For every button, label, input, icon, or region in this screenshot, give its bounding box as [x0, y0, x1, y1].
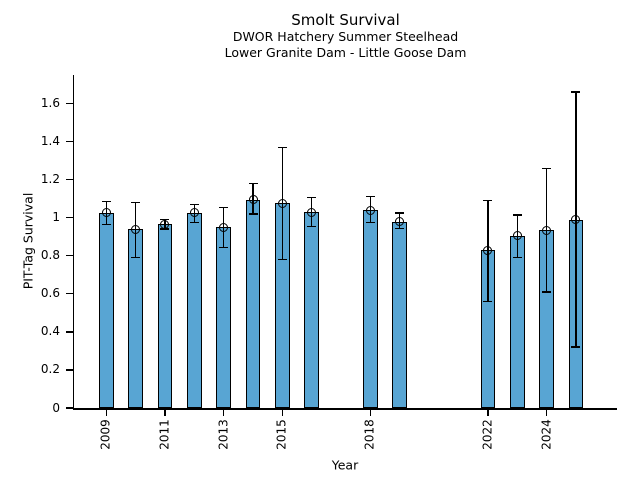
- y-tick-label: 0.4: [40, 324, 60, 339]
- x-tick: [105, 409, 107, 416]
- error-bar-cap-top: [571, 91, 581, 93]
- y-tick: [65, 407, 73, 409]
- title-block: Smolt Survival DWOR Hatchery Summer Stee…: [74, 11, 617, 60]
- error-bar-cap-bottom: [189, 221, 199, 224]
- x-tick: [487, 409, 489, 416]
- point-marker: [542, 225, 552, 235]
- x-tick-label: 2011: [157, 418, 172, 450]
- error-bar-cap-top: [277, 146, 287, 148]
- error-bar-cap-bottom: [277, 258, 287, 261]
- error-bar-cap-bottom: [307, 225, 317, 227]
- bar: [304, 212, 320, 408]
- y-tick-label: 1.4: [40, 134, 60, 149]
- error-bar-cap-top: [542, 167, 552, 169]
- point-marker: [512, 231, 522, 241]
- point-marker: [365, 205, 375, 215]
- bar: [187, 212, 202, 408]
- x-tick: [545, 409, 548, 416]
- y-tick-label: 1.2: [40, 172, 60, 187]
- x-tick-label: 2022: [480, 418, 495, 450]
- error-bar-cap-top: [160, 218, 170, 221]
- point-marker: [571, 215, 581, 225]
- x-tick-label: 2018: [362, 418, 377, 450]
- y-tick: [65, 140, 73, 143]
- point-marker: [277, 198, 287, 208]
- chart-subtitle-line1: DWOR Hatchery Summer Steelhead: [232, 29, 459, 44]
- y-tick-label: 0: [52, 400, 60, 415]
- bar: [363, 210, 378, 408]
- error-bar-cap-bottom: [483, 300, 493, 303]
- point-marker: [189, 208, 199, 218]
- error-bar-cap-top: [189, 203, 199, 206]
- error-bar-cap-bottom: [542, 291, 552, 293]
- error-bar-cap-bottom: [248, 213, 258, 215]
- bar: [509, 235, 525, 408]
- y-tick: [65, 102, 73, 105]
- chart-subtitle-line2: Lower Granite Dam - Little Goose Dam: [224, 44, 467, 60]
- x-tick-label: 2013: [216, 418, 231, 450]
- point-marker: [160, 219, 170, 229]
- point-marker: [131, 224, 141, 234]
- x-tick-label: 2009: [98, 418, 113, 450]
- error-bar-cap-bottom: [101, 223, 111, 226]
- x-tick: [223, 409, 225, 416]
- error-bar-cap-bottom: [365, 221, 375, 224]
- error-bar-cap-bottom: [395, 227, 405, 229]
- chart-title: Smolt Survival: [291, 11, 400, 29]
- y-tick-label: 1.6: [40, 96, 60, 111]
- error-bar-cap-top: [483, 199, 493, 202]
- error-bar-cap-bottom: [131, 257, 141, 259]
- y-tick: [65, 331, 73, 333]
- error-bar-cap-top: [219, 206, 229, 208]
- y-tick: [65, 179, 73, 181]
- y-tick: [65, 217, 73, 219]
- x-axis-spine: [72, 408, 617, 410]
- bar: [157, 224, 173, 408]
- error-bar-cap-bottom: [571, 346, 581, 348]
- y-tick: [65, 255, 73, 257]
- point-marker: [395, 217, 405, 227]
- x-tick-label: 2015: [274, 418, 289, 450]
- x-tick-label: 2024: [539, 418, 554, 450]
- point-marker: [101, 208, 111, 218]
- error-bar-cap-top: [512, 214, 522, 216]
- error-bar-cap-bottom: [512, 257, 522, 259]
- point-marker: [219, 222, 229, 232]
- error-bar-cap-top: [131, 201, 141, 204]
- y-tick-label: 1: [52, 210, 60, 225]
- error-bar-cap-bottom: [219, 246, 229, 248]
- bar: [245, 199, 261, 408]
- y-tick-label: 0.8: [40, 248, 60, 263]
- y-tick-label: 0.6: [40, 286, 60, 301]
- bar: [98, 212, 114, 408]
- point-marker: [483, 245, 493, 255]
- y-tick: [65, 293, 73, 295]
- error-bar-cap-top: [307, 197, 317, 199]
- y-tick: [65, 369, 73, 371]
- point-marker: [248, 195, 258, 205]
- point-marker: [307, 207, 317, 217]
- y-axis-spine: [72, 75, 74, 410]
- error-bar-cap-top: [248, 182, 258, 185]
- error-bar-cap-bottom: [160, 228, 170, 230]
- x-axis-label: Year: [331, 457, 359, 473]
- x-tick: [369, 409, 372, 416]
- error-bar-cap-top: [101, 200, 111, 203]
- y-tick-label: 0.2: [40, 362, 60, 377]
- x-tick: [281, 409, 284, 416]
- error-bar-cap-top: [365, 196, 375, 198]
- x-tick: [164, 409, 166, 416]
- error-bar-cap-top: [395, 212, 405, 214]
- bar: [392, 221, 408, 408]
- bar: [216, 227, 232, 408]
